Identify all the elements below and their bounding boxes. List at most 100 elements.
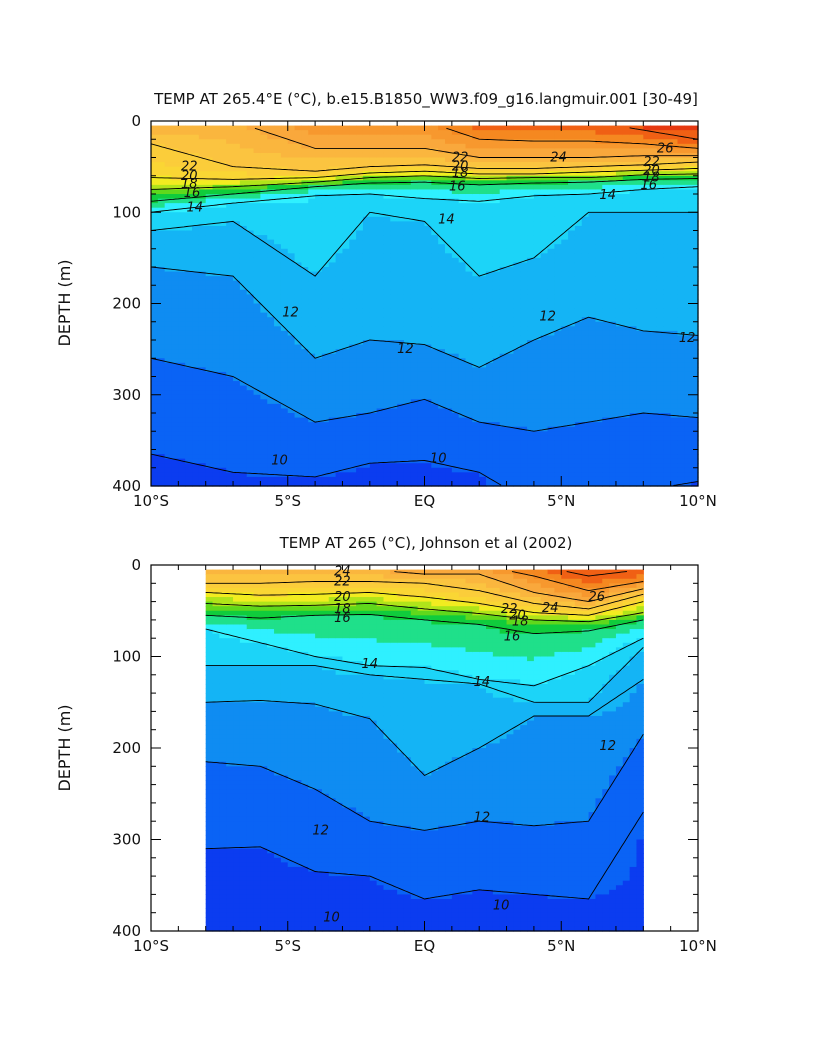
field-cell (356, 148, 363, 153)
field-cell (329, 299, 336, 304)
field-cell (466, 240, 473, 245)
field-cell (349, 354, 356, 359)
field-cell (383, 367, 390, 372)
field-cell (226, 135, 233, 140)
field-cell (165, 221, 172, 226)
field-cell (390, 450, 397, 455)
field-cell (534, 304, 541, 309)
field-cell (459, 381, 466, 386)
field-cell (254, 208, 261, 213)
field-cell (247, 463, 254, 468)
field-cell (438, 153, 445, 158)
field-cell (247, 395, 254, 400)
field-cell (281, 395, 288, 400)
field-cell (411, 472, 418, 477)
field-cell (308, 258, 315, 263)
field-cell (363, 253, 370, 258)
field-cell (370, 281, 377, 286)
field-cell (438, 468, 445, 473)
field-cell (315, 126, 322, 131)
field-cell (322, 395, 329, 400)
field-cell (445, 240, 452, 245)
field-cell (301, 276, 308, 281)
field-cell (425, 249, 432, 254)
field-cell (219, 404, 226, 409)
field-cell (281, 468, 288, 473)
field-cell (507, 189, 514, 194)
field-cell (206, 468, 213, 473)
field-cell (561, 404, 568, 409)
field-cell (452, 386, 459, 391)
field-cell (151, 148, 158, 153)
field-cell (425, 372, 432, 377)
field-cell (500, 258, 507, 263)
field-cell (561, 258, 568, 263)
field-cell (377, 199, 384, 204)
field-cell (377, 390, 384, 395)
field-cell (425, 317, 432, 322)
field-cell (185, 436, 192, 441)
field-cell (315, 249, 322, 254)
field-cell (342, 463, 349, 468)
field-cell (383, 459, 390, 464)
field-cell (178, 358, 185, 363)
field-cell (425, 240, 432, 245)
field-cell (466, 139, 473, 144)
field-column (219, 126, 226, 487)
field-cell (199, 249, 206, 254)
field-cell (342, 349, 349, 354)
field-cell (548, 189, 555, 194)
field-cell (431, 331, 438, 336)
field-cell (479, 335, 486, 340)
field-cell (267, 390, 274, 395)
field-cell (554, 335, 561, 340)
field-cell (322, 422, 329, 427)
field-cell (377, 436, 384, 441)
field-cell (213, 326, 220, 331)
field-cell (213, 349, 220, 354)
field-cell (336, 240, 343, 245)
field-cell (479, 468, 486, 473)
field-cell (404, 253, 411, 258)
field-cell (554, 450, 561, 455)
field-cell (479, 162, 486, 167)
field-cell (185, 345, 192, 350)
field-cell (281, 226, 288, 231)
field-cell (342, 185, 349, 190)
field-cell (219, 317, 226, 322)
field-cell (240, 427, 247, 432)
field-cell (377, 472, 384, 477)
field-cell (425, 326, 432, 331)
field-cell (411, 272, 418, 277)
field-cell (247, 294, 254, 299)
field-cell (342, 208, 349, 213)
field-cell (445, 308, 452, 313)
field-cell (151, 363, 158, 368)
field-cell (534, 258, 541, 263)
field-cell (301, 299, 308, 304)
field-cell (206, 390, 213, 395)
field-cell (418, 244, 425, 249)
field-cell (213, 299, 220, 304)
field-cell (288, 445, 295, 450)
field-cell (219, 431, 226, 436)
field-cell (513, 231, 520, 236)
field-cell (466, 299, 473, 304)
field-cell (404, 404, 411, 409)
field-cell (336, 253, 343, 258)
field-cell (466, 208, 473, 213)
field-cell (151, 194, 158, 199)
field-cell (247, 358, 254, 363)
field-cell (281, 390, 288, 395)
field-cell (363, 404, 370, 409)
field-cell (466, 349, 473, 354)
field-cell (233, 294, 240, 299)
field-cell (554, 454, 561, 459)
field-cell (554, 299, 561, 304)
field-cell (281, 422, 288, 427)
field-cell (534, 253, 541, 258)
field-cell (411, 390, 418, 395)
field-cell (267, 335, 274, 340)
field-cell (281, 267, 288, 272)
field-cell (363, 267, 370, 272)
